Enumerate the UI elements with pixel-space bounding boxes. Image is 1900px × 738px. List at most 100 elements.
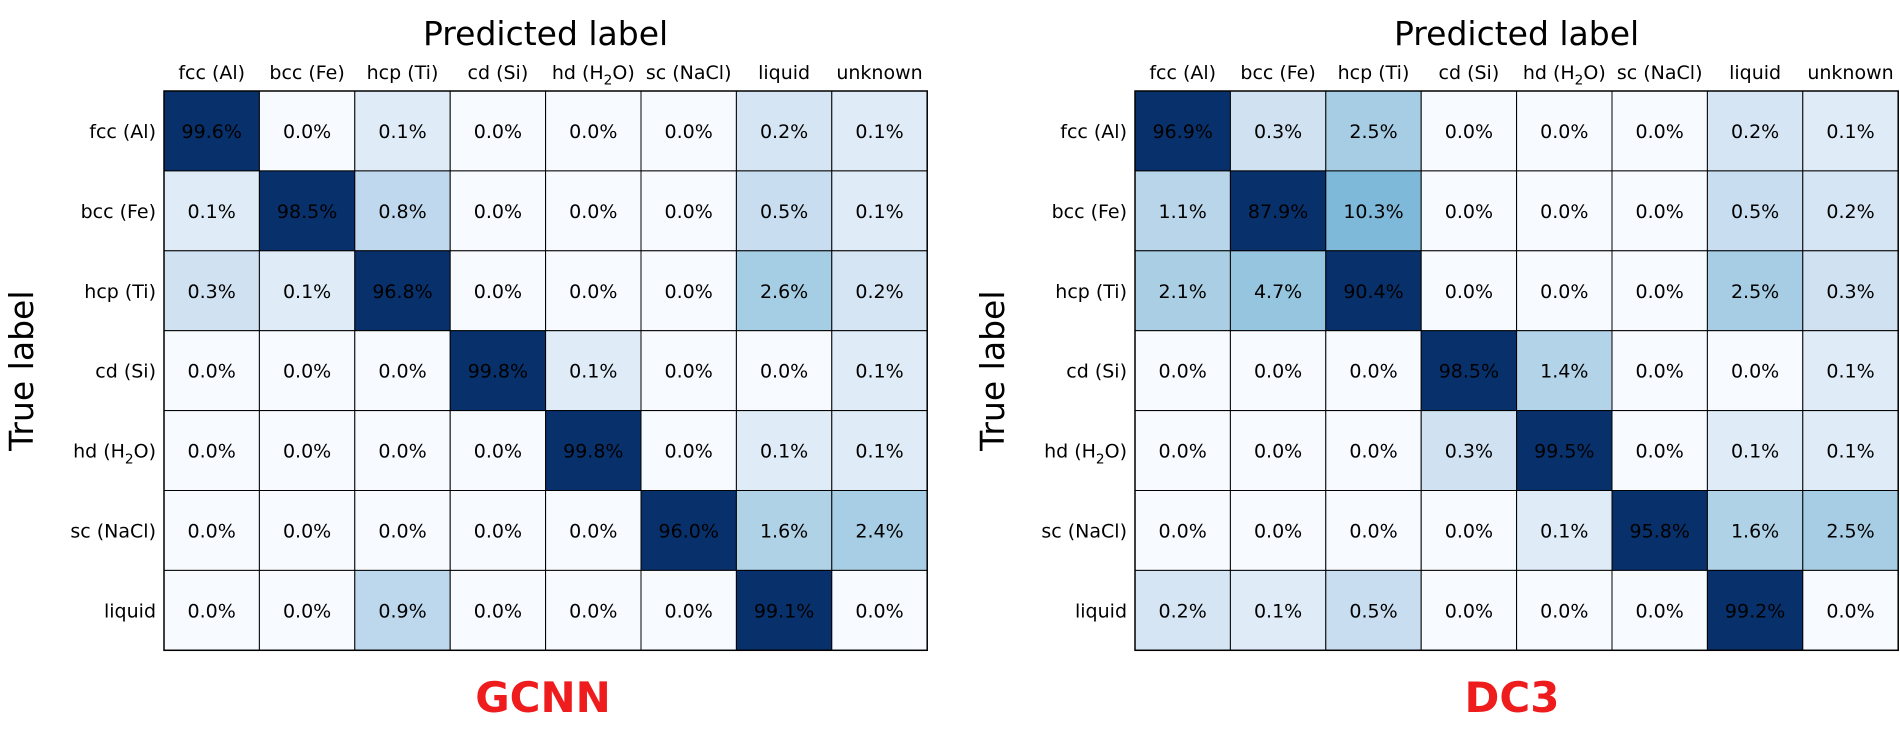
heatmap-cell: [1611, 490, 1708, 571]
y-axis-title: True label: [973, 290, 1012, 451]
cell-value-label: 0.1%: [283, 281, 331, 303]
cell-value-label: 0.0%: [1254, 521, 1302, 543]
heatmap-cell: [1325, 330, 1422, 412]
cell-value-label: 4.7%: [1254, 281, 1302, 303]
y-tick-label: cd (Si): [95, 361, 156, 383]
cell-value-label: 0.0%: [283, 521, 331, 543]
cell-value-label: 0.0%: [1159, 521, 1207, 543]
heatmap-cell: [735, 569, 833, 651]
cell-value-label: 0.0%: [760, 361, 808, 383]
cell-value-label: 0.0%: [1731, 361, 1779, 383]
cell-value-label: 0.1%: [1254, 600, 1302, 622]
heatmap-cell: [163, 569, 260, 651]
cell-value-label: 0.0%: [378, 441, 426, 463]
cell-value-label: 0.2%: [1826, 201, 1874, 223]
cell-value-label: 0.1%: [1826, 121, 1874, 143]
heatmap-cell: [354, 330, 451, 412]
heatmap-cell: [1420, 410, 1518, 492]
heatmap-cell: [1611, 410, 1708, 492]
y-tick-label: sc (NaCl): [70, 521, 156, 543]
cell-value-label: 2.4%: [855, 521, 903, 543]
heatmap-cell: [1802, 90, 1899, 172]
heatmap-cell: [735, 250, 833, 332]
heatmap-cell: [163, 330, 260, 412]
heatmap-cell: [640, 490, 737, 571]
cell-value-label: 0.0%: [1445, 201, 1493, 223]
cell-value-label: 2.5%: [1349, 121, 1397, 143]
cell-value-label: 0.0%: [1445, 521, 1493, 543]
heatmap-cell: [545, 490, 642, 571]
cell-value-label: 0.2%: [760, 121, 808, 143]
cell-value-label: 0.0%: [1636, 361, 1684, 383]
heatmap-cell: [449, 170, 547, 252]
cell-value-label: 0.1%: [1540, 521, 1588, 543]
cell-value-label: 0.0%: [1159, 441, 1207, 463]
heatmap-cell: [545, 170, 642, 252]
cell-value-label: 0.5%: [1349, 600, 1397, 622]
cell-value-label: 0.3%: [1254, 121, 1302, 143]
x-tick-label: cd (Si): [1439, 62, 1500, 84]
heatmap-cell: [545, 410, 642, 492]
cell-value-label: 0.0%: [1349, 441, 1397, 463]
heatmap-cell: [1706, 170, 1804, 252]
cell-value-label: 0.0%: [1636, 201, 1684, 223]
heatmap-cell: [545, 250, 642, 332]
cell-value-label: 0.0%: [665, 201, 713, 223]
cell-value-label: 0.5%: [760, 201, 808, 223]
heatmap-cell: [1325, 410, 1422, 492]
cell-value-label: 1.6%: [1731, 521, 1779, 543]
heatmap-cell: [163, 90, 260, 172]
y-tick-label: bcc (Fe): [1052, 201, 1127, 223]
cell-value-label: 0.0%: [665, 361, 713, 383]
cell-value-label: 0.3%: [1826, 281, 1874, 303]
cell-value-label: 0.0%: [665, 600, 713, 622]
y-tick-label: liquid: [1075, 600, 1127, 622]
cell-value-label: 0.0%: [1540, 281, 1588, 303]
cell-value-label: 0.0%: [569, 600, 617, 622]
y-tick-label: bcc (Fe): [81, 201, 156, 223]
heatmap-cell: [1516, 90, 1613, 172]
cell-value-label: 0.0%: [188, 441, 236, 463]
cell-value-label: 0.5%: [1731, 201, 1779, 223]
x-tick-label: fcc (Al): [178, 62, 245, 84]
cell-value-label: 0.1%: [760, 441, 808, 463]
heatmap-cell: [449, 410, 547, 492]
cell-value-label: 2.1%: [1159, 281, 1207, 303]
cell-value-label: 0.0%: [283, 441, 331, 463]
cell-value-label: 0.1%: [378, 121, 426, 143]
panel-caption: GCNN: [475, 673, 611, 722]
heatmap-cell: [545, 90, 642, 172]
heatmap-cell: [1325, 170, 1422, 252]
cell-value-label: 0.8%: [378, 201, 426, 223]
heatmap-cell: [1420, 569, 1518, 651]
heatmap-cell: [1229, 170, 1327, 252]
heatmap-cell: [1134, 250, 1231, 332]
cell-value-label: 1.6%: [760, 521, 808, 543]
heatmap-cell: [1229, 410, 1327, 492]
y-tick-label: fcc (Al): [89, 121, 156, 143]
cell-value-label: 0.1%: [855, 441, 903, 463]
y-tick-label: hd (H2O): [1044, 441, 1127, 468]
cell-value-label: 0.0%: [1349, 521, 1397, 543]
heatmap-cell: [1229, 90, 1327, 172]
cell-value-label: 0.0%: [1826, 600, 1874, 622]
cell-value-label: 0.0%: [1445, 600, 1493, 622]
cell-value-label: 0.9%: [378, 600, 426, 622]
cell-value-label: 0.0%: [188, 600, 236, 622]
cell-value-label: 0.1%: [855, 361, 903, 383]
heatmap-cell: [1611, 250, 1708, 332]
y-tick-label: liquid: [104, 600, 156, 622]
x-tick-label: cd (Si): [468, 62, 529, 84]
heatmap-cell: [640, 410, 737, 492]
cell-value-label: 96.8%: [372, 281, 432, 303]
cell-value-label: 0.0%: [474, 521, 522, 543]
cell-value-label: 0.1%: [855, 121, 903, 143]
cell-value-label: 99.8%: [563, 441, 623, 463]
heatmap-cell: [735, 410, 833, 492]
heatmap-cell: [354, 410, 451, 492]
heatmap-cell: [1516, 569, 1613, 651]
cell-value-label: 0.0%: [1636, 121, 1684, 143]
x-tick-label: bcc (Fe): [269, 62, 344, 84]
cell-value-label: 2.5%: [1826, 521, 1874, 543]
panel-caption: DC3: [1465, 673, 1560, 722]
